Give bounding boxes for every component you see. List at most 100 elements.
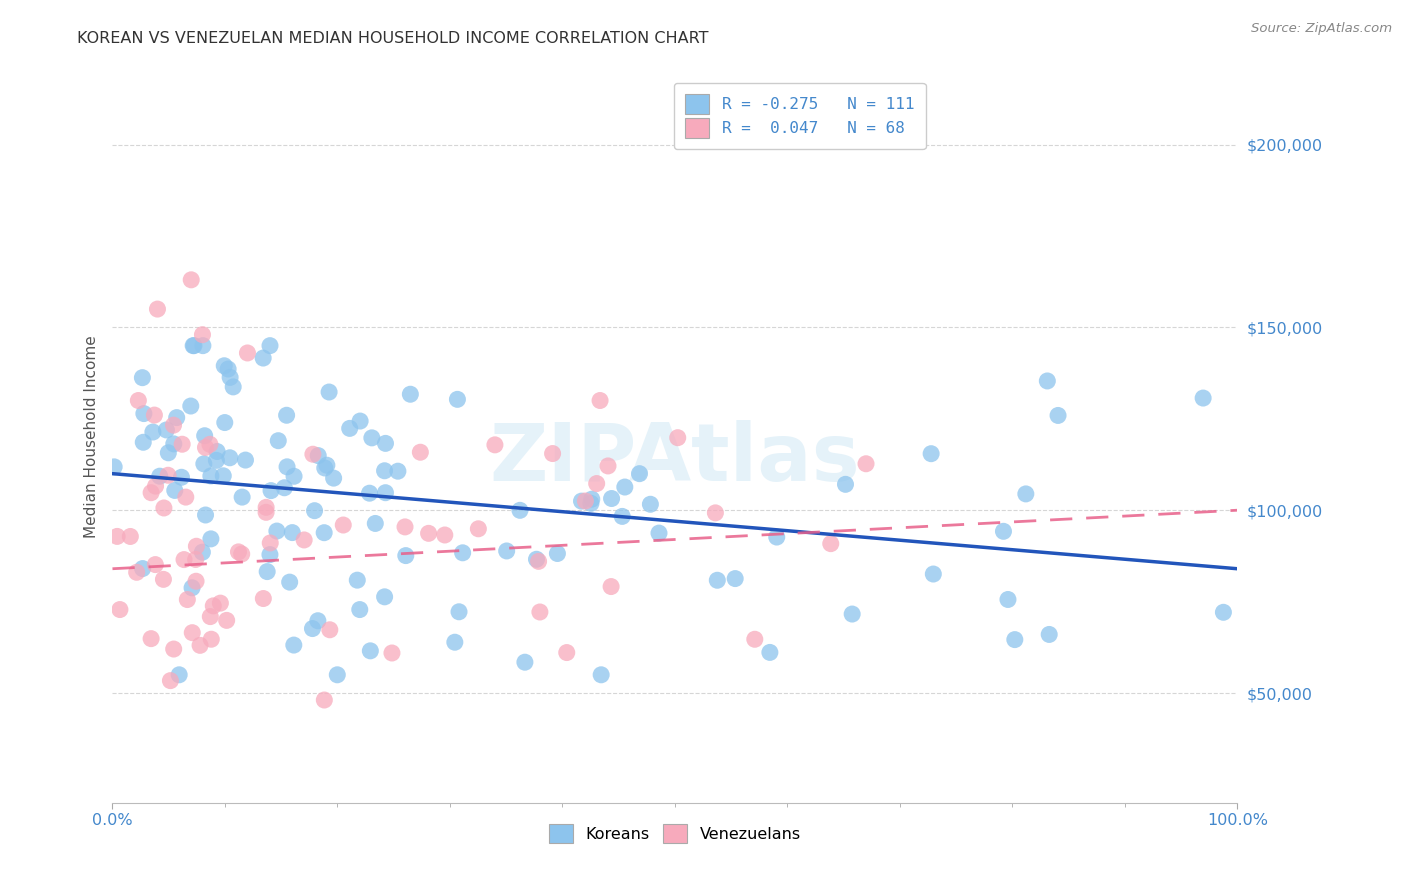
Point xyxy=(276,459,298,474)
Point xyxy=(1015,487,1038,501)
Point xyxy=(205,453,228,467)
Point xyxy=(152,573,174,587)
Point xyxy=(149,469,172,483)
Text: ZIPAtlas: ZIPAtlas xyxy=(489,420,860,498)
Point xyxy=(301,622,323,636)
Point xyxy=(163,437,186,451)
Point xyxy=(360,431,382,445)
Point xyxy=(214,416,236,430)
Point xyxy=(159,673,181,688)
Point xyxy=(841,607,863,621)
Point xyxy=(235,453,257,467)
Point xyxy=(103,459,125,474)
Point xyxy=(666,431,689,445)
Y-axis label: Median Household Income: Median Household Income xyxy=(83,335,98,539)
Point xyxy=(198,437,221,451)
Point xyxy=(181,581,204,595)
Point xyxy=(254,500,277,515)
Point xyxy=(304,504,326,518)
Point xyxy=(260,483,283,498)
Point xyxy=(131,370,153,384)
Point xyxy=(254,505,277,519)
Point xyxy=(418,526,440,541)
Point xyxy=(759,645,782,659)
Point xyxy=(132,435,155,450)
Point xyxy=(648,526,671,541)
Point xyxy=(252,351,274,365)
Point xyxy=(765,530,787,544)
Point xyxy=(596,458,619,473)
Text: KOREAN VS VENEZUELAN MEDIAN HOUSEHOLD INCOME CORRELATION CHART: KOREAN VS VENEZUELAN MEDIAN HOUSEHOLD IN… xyxy=(77,31,709,46)
Point xyxy=(292,533,315,547)
Point xyxy=(200,532,222,546)
Point xyxy=(167,667,190,681)
Point xyxy=(447,605,470,619)
Point xyxy=(443,635,465,649)
Point xyxy=(446,392,468,407)
Point xyxy=(166,410,188,425)
Point xyxy=(495,544,517,558)
Point xyxy=(170,470,193,484)
Point xyxy=(834,477,856,491)
Point xyxy=(181,625,204,640)
Point xyxy=(395,549,418,563)
Point xyxy=(314,461,336,475)
Point xyxy=(180,399,202,413)
Point xyxy=(381,646,404,660)
Point xyxy=(236,346,259,360)
Point xyxy=(212,468,235,483)
Point xyxy=(283,638,305,652)
Point xyxy=(555,646,578,660)
Point xyxy=(315,458,337,473)
Point xyxy=(314,693,336,707)
Point xyxy=(222,380,245,394)
Point xyxy=(855,457,877,471)
Point xyxy=(399,387,422,401)
Point xyxy=(218,450,240,465)
Point xyxy=(202,599,225,613)
Point xyxy=(215,613,238,627)
Point xyxy=(157,468,180,483)
Point xyxy=(1047,409,1070,423)
Point xyxy=(339,421,361,435)
Point xyxy=(1192,391,1215,405)
Point xyxy=(139,485,162,500)
Point xyxy=(231,490,253,504)
Point xyxy=(374,436,396,450)
Point xyxy=(145,479,167,493)
Point xyxy=(267,434,290,448)
Point xyxy=(509,503,531,517)
Point xyxy=(600,580,623,594)
Point xyxy=(194,428,217,442)
Text: Source: ZipAtlas.com: Source: ZipAtlas.com xyxy=(1251,22,1392,36)
Point xyxy=(200,609,222,624)
Point xyxy=(359,644,381,658)
Point xyxy=(174,490,197,504)
Point xyxy=(724,572,747,586)
Point xyxy=(127,393,149,408)
Point xyxy=(581,492,603,507)
Point xyxy=(374,485,396,500)
Point xyxy=(589,393,612,408)
Point xyxy=(153,500,176,515)
Point xyxy=(191,327,214,342)
Point xyxy=(319,623,342,637)
Point xyxy=(704,506,727,520)
Point xyxy=(318,384,340,399)
Point xyxy=(200,469,222,483)
Point xyxy=(374,464,396,478)
Point xyxy=(612,509,634,524)
Point xyxy=(326,667,349,681)
Point xyxy=(922,567,945,582)
Point xyxy=(143,558,166,572)
Point xyxy=(155,423,177,437)
Point xyxy=(181,338,204,352)
Point xyxy=(200,632,222,647)
Point xyxy=(467,522,489,536)
Point xyxy=(640,497,662,511)
Point xyxy=(228,545,250,559)
Point xyxy=(307,449,329,463)
Point xyxy=(162,418,184,433)
Point xyxy=(163,483,186,498)
Point xyxy=(231,547,253,561)
